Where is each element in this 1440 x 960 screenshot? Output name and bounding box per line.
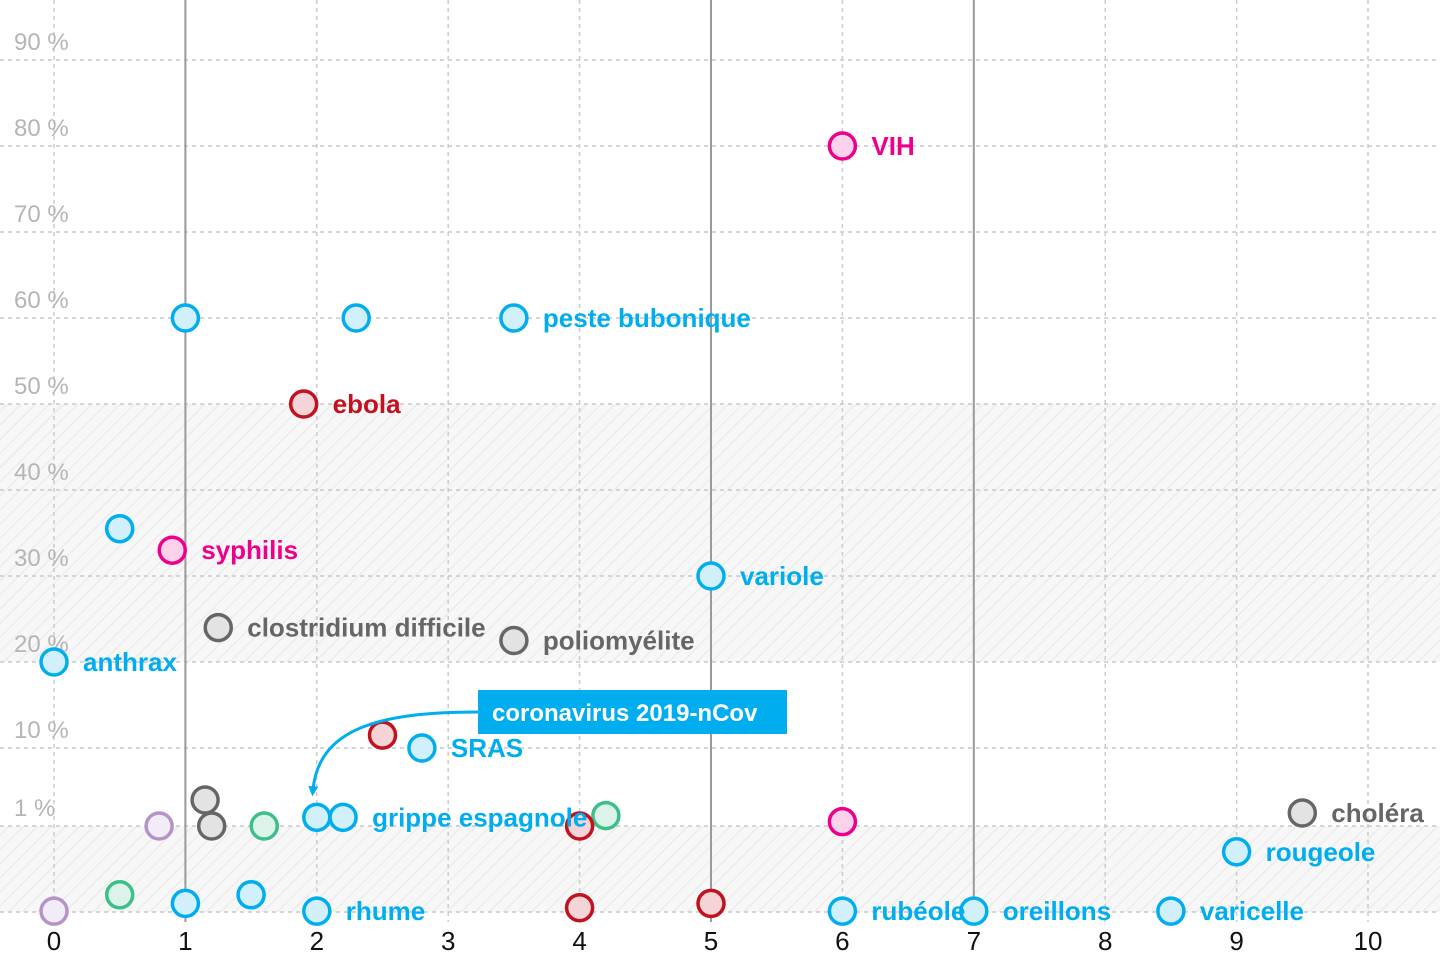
data-point xyxy=(564,892,595,923)
point-labels: VIH peste bubonique ebola syphilis variole cl… xyxy=(83,131,1424,926)
coronavirus-callout: coronavirus 2019-nCov xyxy=(308,690,787,797)
y-tick-label: 30 % xyxy=(14,545,69,572)
x-tick-label: 0 xyxy=(47,926,61,956)
data-point xyxy=(564,811,595,841)
x-tick-label: 10 xyxy=(1354,926,1383,956)
data-point xyxy=(696,561,726,591)
point-label: peste bubonique xyxy=(543,303,751,333)
data-point xyxy=(236,880,266,910)
data-point xyxy=(203,612,233,643)
x-axis-ticks: 0 1 2 3 4 5 6 7 8 9 10 xyxy=(47,926,1383,956)
highlight-point xyxy=(302,802,332,833)
data-point xyxy=(144,811,174,841)
data-point xyxy=(170,888,201,919)
point-label: variole xyxy=(740,561,824,591)
data-point xyxy=(104,880,135,910)
point-label: grippe espagnole xyxy=(372,802,587,832)
data-point xyxy=(827,806,858,837)
data-point xyxy=(170,303,201,333)
y-tick-label: 40 % xyxy=(14,459,69,486)
data-point xyxy=(1287,798,1318,828)
x-tick-label: 9 xyxy=(1229,926,1243,956)
y-tick-label: 1 % xyxy=(14,795,55,822)
data-point xyxy=(367,720,398,750)
point-label: rougeole xyxy=(1266,837,1376,867)
data-point xyxy=(328,802,358,833)
data-point xyxy=(190,785,220,815)
x-tick-label: 1 xyxy=(178,926,192,956)
x-tick-label: 8 xyxy=(1098,926,1112,956)
point-label: syphilis xyxy=(201,535,298,565)
x-tick-label: 3 xyxy=(441,926,455,956)
data-point xyxy=(196,811,227,841)
data-point xyxy=(104,513,135,544)
data-point xyxy=(499,625,529,656)
hatched-bands xyxy=(0,404,1440,912)
data-point xyxy=(288,389,319,419)
point-label: oreillons xyxy=(1003,896,1111,926)
data-point xyxy=(499,303,529,333)
data-point xyxy=(39,647,69,677)
x-tick-label: 2 xyxy=(310,926,324,956)
data-point xyxy=(1221,837,1252,867)
data-point xyxy=(696,888,726,919)
data-point xyxy=(407,733,437,763)
point-label: ebola xyxy=(333,389,401,419)
y-tick-label: 50 % xyxy=(14,373,69,400)
data-point xyxy=(1156,896,1186,926)
data-points xyxy=(39,131,1318,926)
callout-box xyxy=(478,690,787,734)
point-label: rubéole xyxy=(871,896,965,926)
point-label: choléra xyxy=(1331,798,1424,828)
callout-arrow xyxy=(308,710,479,797)
data-point xyxy=(39,896,69,926)
point-label: VIH xyxy=(871,131,914,161)
y-tick-label: 80 % xyxy=(14,115,69,142)
data-point xyxy=(959,896,989,926)
point-label: poliomyélite xyxy=(543,626,695,656)
data-point xyxy=(157,535,188,565)
data-point xyxy=(302,896,332,926)
hatched-band-1 xyxy=(0,404,1440,662)
point-label: SRAS xyxy=(451,733,523,763)
point-label: varicelle xyxy=(1200,896,1304,926)
point-label: anthrax xyxy=(83,647,177,677)
data-point xyxy=(249,811,279,841)
x-tick-label: 6 xyxy=(835,926,849,956)
y-tick-label: 90 % xyxy=(14,29,69,56)
y-tick-label: 10 % xyxy=(14,717,69,744)
point-label: rhume xyxy=(346,896,425,926)
y-tick-label: 70 % xyxy=(14,201,69,228)
data-point xyxy=(827,896,858,926)
x-tick-label: 7 xyxy=(967,926,981,956)
x-tick-label: 5 xyxy=(704,926,718,956)
y-tick-label: 60 % xyxy=(14,287,69,314)
callout-label: coronavirus 2019-nCov xyxy=(492,700,758,727)
y-axis-ticks: 90 %80 %70 %60 %50 %40 %30 %20 %10 %1 % xyxy=(14,29,69,822)
data-point xyxy=(341,303,371,333)
data-point xyxy=(591,800,621,831)
data-point xyxy=(827,131,858,161)
point-label: clostridium difficile xyxy=(247,613,485,643)
x-tick-label: 4 xyxy=(572,926,586,956)
